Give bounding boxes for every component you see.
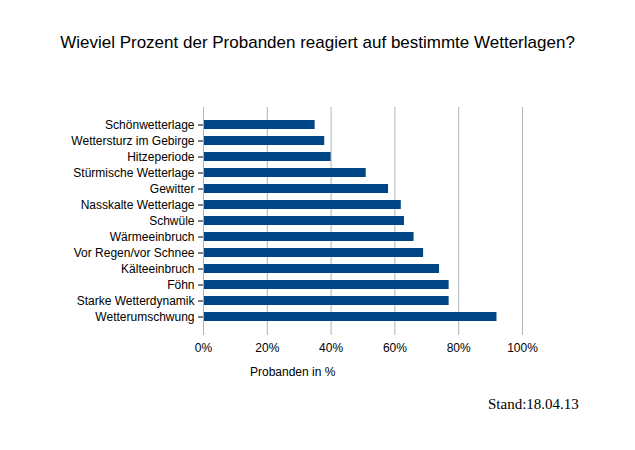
svg-text:Wetterumschwung: Wetterumschwung bbox=[95, 310, 194, 324]
svg-text:Schönwetterlage: Schönwetterlage bbox=[105, 118, 195, 132]
svg-text:Wärmeeinbruch: Wärmeeinbruch bbox=[110, 230, 195, 244]
svg-text:Hitzeperiode: Hitzeperiode bbox=[127, 150, 195, 164]
svg-text:100%: 100% bbox=[507, 341, 538, 355]
svg-text:Schwüle: Schwüle bbox=[149, 214, 195, 228]
svg-text:60%: 60% bbox=[383, 341, 407, 355]
svg-text:40%: 40% bbox=[319, 341, 343, 355]
svg-text:Starke Wetterdynamik: Starke Wetterdynamik bbox=[77, 294, 196, 308]
svg-text:Föhn: Föhn bbox=[167, 278, 194, 292]
svg-text:0%: 0% bbox=[195, 341, 213, 355]
svg-text:20%: 20% bbox=[255, 341, 279, 355]
html-text:Stand:18.04.13: Stand:18.04.13 bbox=[488, 396, 579, 412]
html-text:Probanden in %: Probanden in % bbox=[250, 365, 336, 379]
svg-text:Kälteeinbruch: Kälteeinbruch bbox=[121, 262, 194, 276]
svg-text:Stürmische Wetterlage: Stürmische Wetterlage bbox=[73, 166, 194, 180]
svg-text:80%: 80% bbox=[447, 341, 471, 355]
svg-text:Wettersturz im Gebirge: Wettersturz im Gebirge bbox=[71, 134, 194, 148]
svg-text:Vor Regen/vor Schnee: Vor Regen/vor Schnee bbox=[74, 246, 195, 260]
svg-text:Gewitter: Gewitter bbox=[150, 182, 195, 196]
html-text:Wieviel Prozent der Probanden: Wieviel Prozent der Probanden reagiert a… bbox=[60, 33, 575, 52]
svg-text:Nasskalte Wetterlage: Nasskalte Wetterlage bbox=[81, 198, 195, 212]
